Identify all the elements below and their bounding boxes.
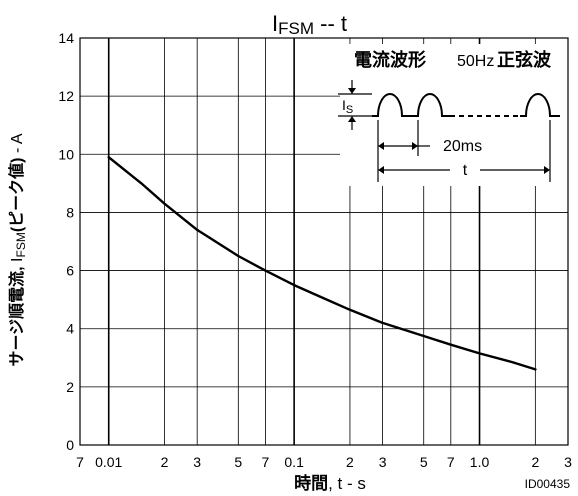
is-arrowhead-bottom (348, 116, 356, 122)
inset-frequency: 50Hz (457, 53, 494, 70)
chart-title: IFSM -- t (272, 11, 347, 38)
x-axis-label: 時間, t - s (294, 473, 366, 493)
x-tick-label-12: 2 (531, 454, 539, 470)
y-tick-label-2: 4 (66, 321, 74, 337)
y-tick-label-4: 8 (66, 204, 74, 220)
y-tick-label-6: 12 (58, 88, 74, 104)
waveform-last-pulse (520, 93, 560, 117)
period-arrowhead-right (412, 142, 418, 150)
x-tick-label-1: 0.01 (95, 454, 122, 470)
y-tick-label-3: 6 (66, 263, 74, 279)
x-tick-label-3: 3 (193, 454, 201, 470)
waveform-pulses (372, 93, 450, 117)
plot-frame (79, 37, 569, 446)
x-tick-label-10: 7 (447, 454, 455, 470)
is-arrowhead-top (348, 88, 356, 94)
x-tick-label-8: 3 (379, 454, 387, 470)
t-arrowhead-right (544, 166, 550, 174)
x-tick-label-7: 2 (346, 454, 354, 470)
x-tick-label-0: 7 (76, 454, 84, 470)
data-series (107, 155, 537, 371)
x-tick-label-4: 5 (234, 454, 242, 470)
inset-title: 電流波形 (354, 49, 426, 70)
y-tick-label-1: 2 (66, 379, 74, 395)
x-tick-label-5: 7 (262, 454, 270, 470)
period-label: 20ms (443, 138, 482, 155)
x-tick-label-13: 3 (564, 454, 572, 470)
waveform-inset: 電流波形 50Hz 正弦波 IS 20ms t (338, 44, 568, 186)
t-label: t (463, 162, 468, 179)
period-arrowhead-left (378, 142, 384, 150)
series-line-0 (107, 155, 537, 371)
y-tick-label-7: 14 (58, 30, 74, 46)
y-tick-label-5: 10 (58, 146, 74, 162)
y-tick-label-0: 0 (66, 437, 74, 453)
is-label: IS (342, 97, 353, 116)
x-tick-label-2: 2 (161, 454, 169, 470)
x-tick-label-9: 5 (420, 454, 428, 470)
inset-sine-label: 正弦波 (497, 49, 552, 70)
t-arrowhead-left (378, 166, 384, 174)
figure-id: ID00435 (525, 477, 571, 491)
x-tick-label-11: 1.0 (470, 454, 490, 470)
y-axis-label: サージ順電流, IFSM(ピーク値) - A (7, 133, 28, 366)
x-tick-label-6: 0.1 (284, 454, 304, 470)
tick-labels: 7 0.01 2 3 5 7 0.1 2 3 5 7 1.0 2 3 0 2 4 6 8 10 12 14 (58, 30, 572, 470)
